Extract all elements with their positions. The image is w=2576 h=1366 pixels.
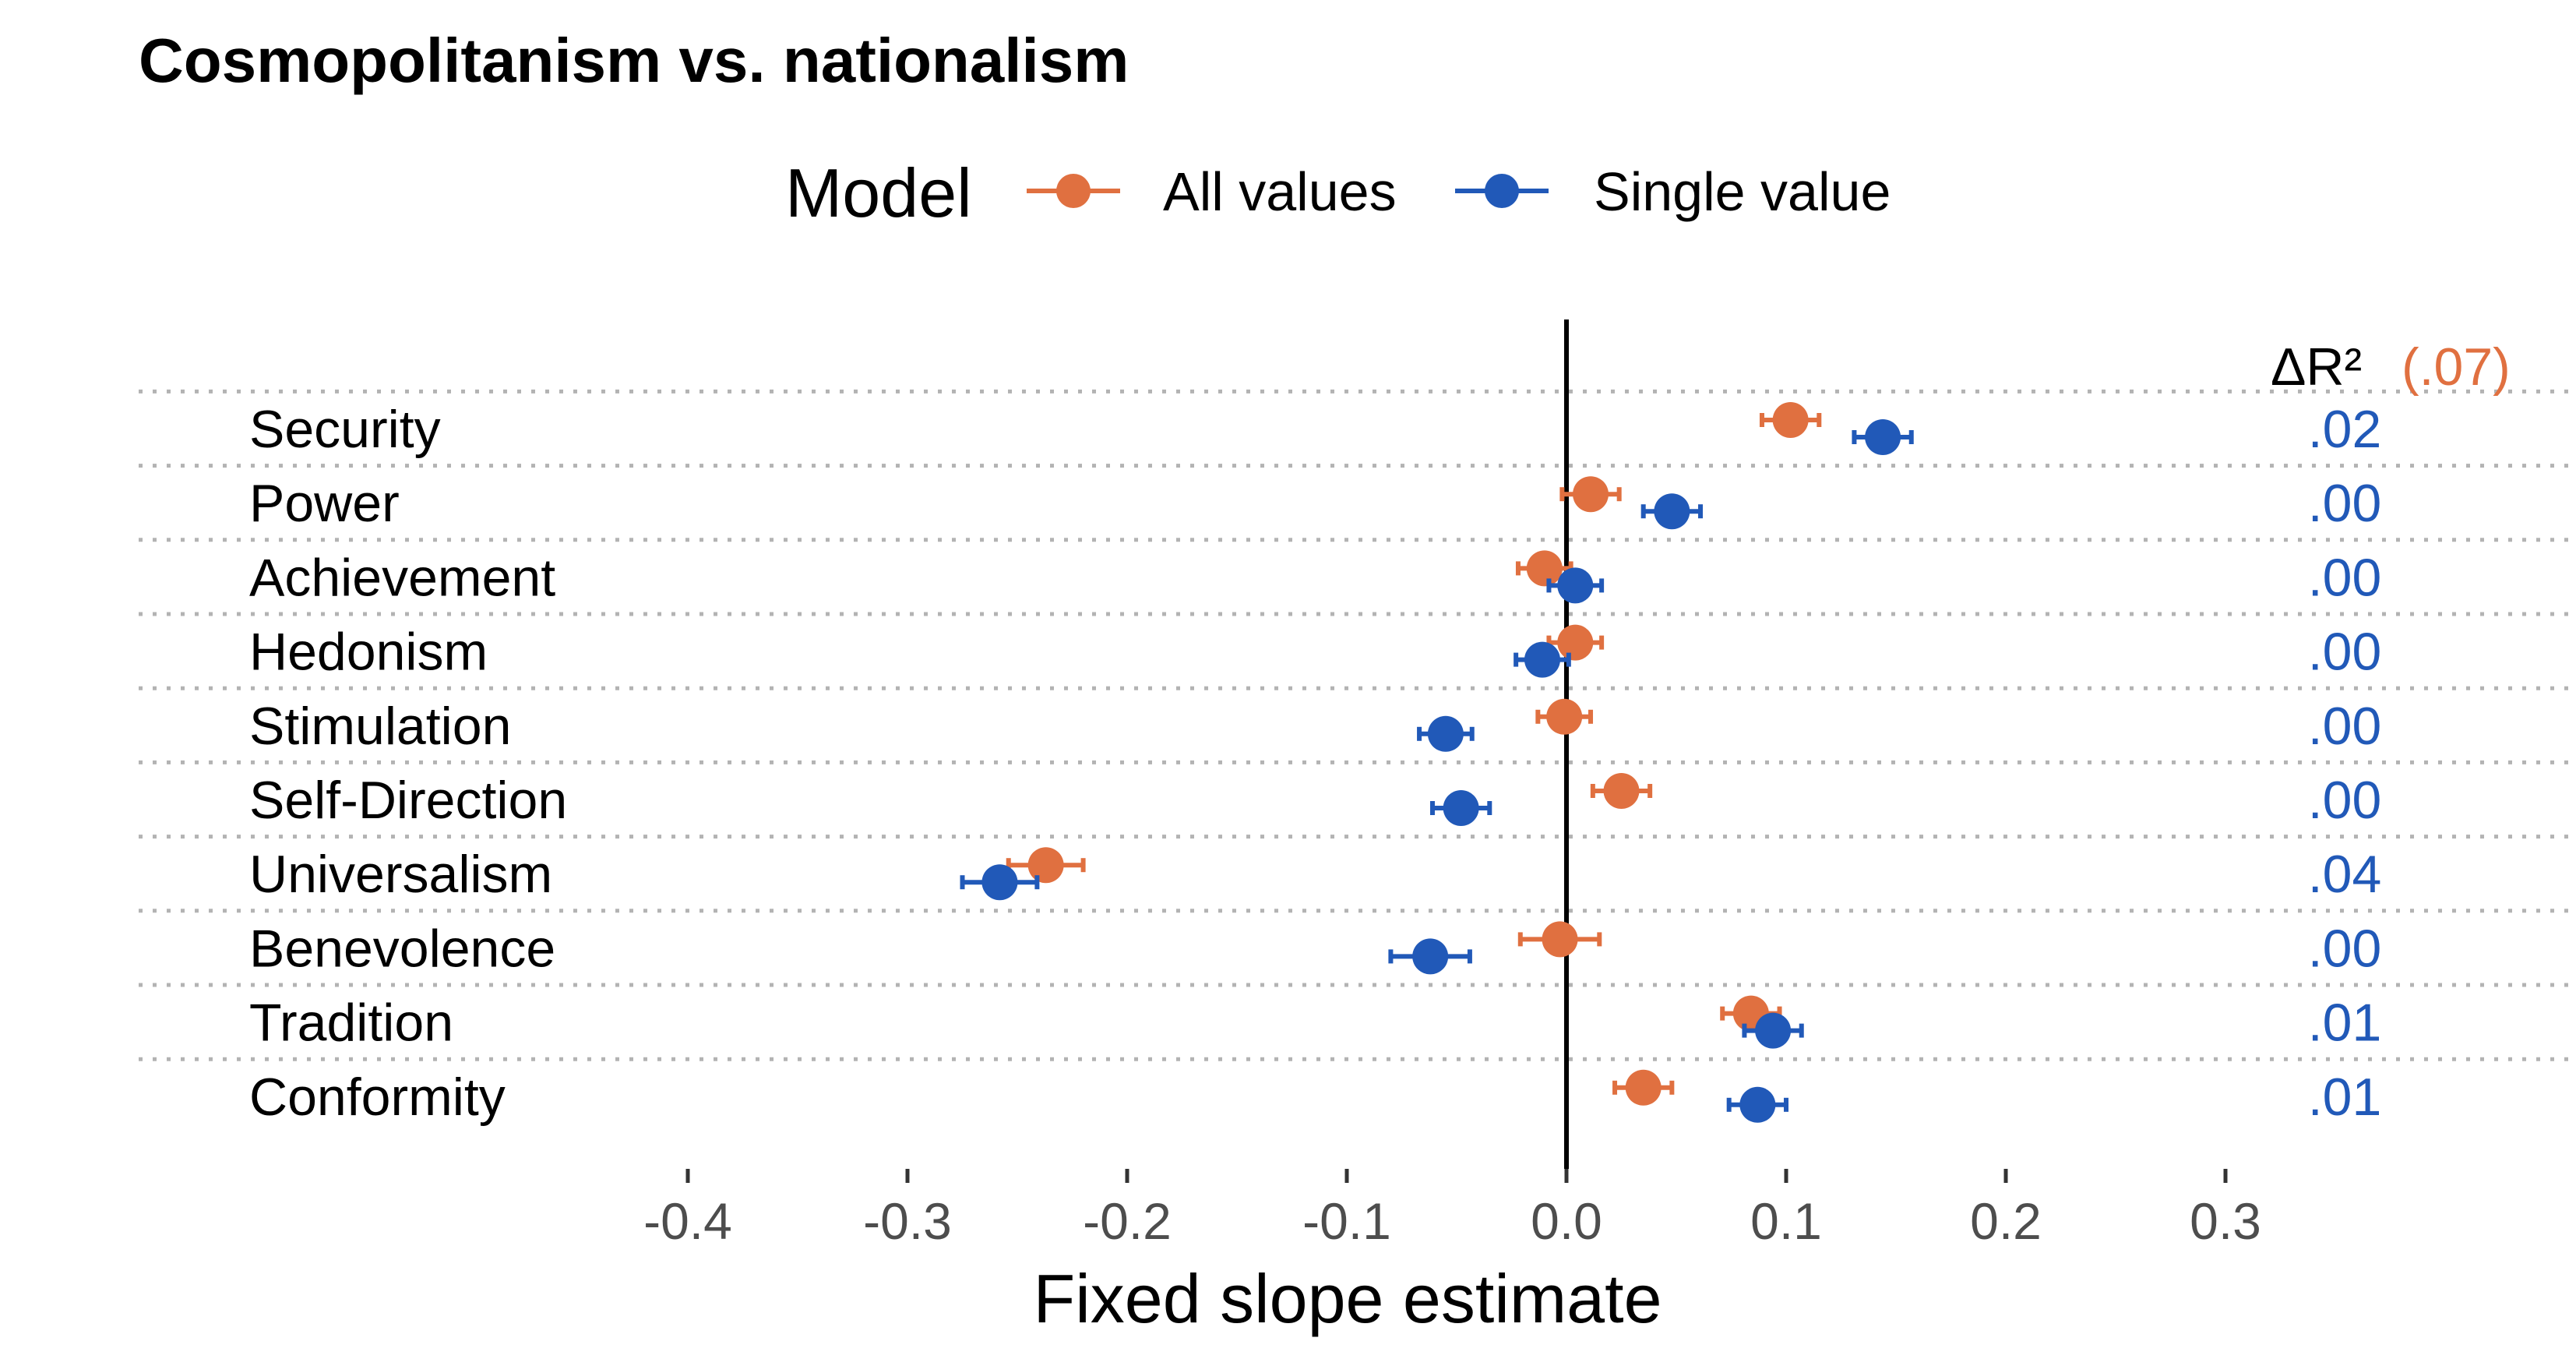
data-point: [1603, 773, 1640, 809]
data-point: [1772, 402, 1809, 438]
delta-r2-value: .00: [2308, 623, 2382, 682]
x-tick-label: -0.2: [1083, 1192, 1172, 1250]
data-point: [1027, 847, 1064, 884]
category-label: Hedonism: [249, 623, 488, 682]
x-tick-label: 0.3: [2190, 1192, 2261, 1250]
x-tick-label: 0.1: [1750, 1192, 1822, 1250]
data-point: [1625, 1069, 1662, 1106]
data-point: [1443, 790, 1479, 826]
data-point: [1755, 1012, 1792, 1049]
delta-r2-total: (.07): [2402, 337, 2511, 397]
data-point: [1524, 641, 1560, 678]
data-point: [1654, 493, 1690, 530]
category-label: Benevolence: [249, 919, 555, 978]
data-point: [1427, 715, 1464, 752]
delta-r2-value: .01: [2308, 1068, 2382, 1127]
delta-r2-value: .00: [2308, 548, 2382, 607]
delta-r2-value: .00: [2308, 697, 2382, 756]
x-tick-label: 0.2: [1970, 1192, 2042, 1250]
data-point: [1573, 476, 1609, 513]
chart-title: Cosmopolitanism vs. nationalism: [139, 26, 1129, 95]
delta-r2-value: .00: [2308, 771, 2382, 830]
delta-r2-header: ΔR²: [2271, 337, 2362, 397]
x-tick-label: -0.1: [1302, 1192, 1391, 1250]
category-label: Power: [249, 474, 400, 533]
legend-title: Model: [785, 154, 972, 231]
category-label: Conformity: [249, 1068, 506, 1127]
data-point: [1546, 698, 1583, 735]
plot-area: -0.4 -0.3 -0.2 -0.1 0.0 0.1 0.2 0.3 Security .02 P…: [139, 319, 2576, 1250]
delta-r2-value: .04: [2308, 845, 2382, 904]
data-point: [1865, 419, 1901, 455]
category-label: Achievement: [249, 548, 555, 607]
legend-label-all-values: All values: [1163, 161, 1397, 222]
category-label: Self-Direction: [249, 771, 567, 830]
x-tick-label: -0.3: [863, 1192, 952, 1250]
category-label: Universalism: [249, 845, 552, 904]
legend: Model All values Single value: [785, 154, 1891, 231]
data-point: [1557, 624, 1594, 661]
legend-label-single-value: Single value: [1594, 161, 1891, 222]
data-point: [1412, 938, 1449, 975]
category-label: Security: [249, 400, 441, 459]
data-point: [1557, 567, 1594, 604]
legend-key-all-values: [1027, 174, 1120, 208]
delta-r2-value: .02: [2308, 400, 2382, 459]
legend-key-single-value: [1455, 174, 1549, 208]
category-label: Tradition: [249, 994, 453, 1053]
delta-r2-value: .00: [2308, 919, 2382, 978]
data-point: [1739, 1086, 1776, 1123]
delta-r2-value: .00: [2308, 474, 2382, 533]
data-point: [1542, 921, 1578, 958]
x-axis-title: Fixed slope estimate: [1033, 1260, 1662, 1337]
data-point: [981, 864, 1018, 901]
x-tick-label: -0.4: [643, 1192, 732, 1250]
x-tick-label: 0.0: [1531, 1192, 1602, 1250]
category-label: Stimulation: [249, 697, 511, 756]
data-point: [1526, 550, 1563, 587]
delta-r2-value: .01: [2308, 994, 2382, 1053]
